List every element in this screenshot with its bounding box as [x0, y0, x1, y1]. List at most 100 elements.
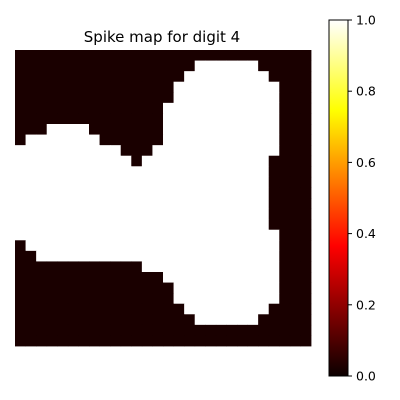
heatmap-cell — [215, 219, 227, 231]
heatmap-cell — [205, 124, 217, 135]
heatmap-cell — [78, 155, 90, 167]
heatmap-cell — [163, 71, 174, 83]
heatmap-cell — [120, 272, 132, 283]
heatmap-cell — [67, 50, 79, 61]
heatmap-cell — [57, 81, 69, 93]
heatmap-cell — [215, 314, 227, 326]
heatmap-cell — [173, 71, 185, 83]
heatmap-cell — [215, 229, 227, 241]
heatmap-cell — [226, 208, 238, 220]
heatmap-cell — [300, 250, 312, 262]
heatmap-cell — [279, 219, 291, 231]
heatmap-cell — [36, 60, 48, 72]
heatmap-cell — [131, 187, 143, 199]
heatmap-cell — [258, 282, 270, 294]
heatmap-cell — [36, 208, 48, 220]
heatmap-cell — [173, 303, 185, 315]
heatmap-cell — [152, 240, 164, 252]
heatmap-cell — [57, 187, 69, 199]
heatmap-cell — [15, 155, 26, 167]
heatmap-cell — [226, 71, 238, 83]
heatmap-cell — [184, 81, 196, 93]
heatmap-cell — [300, 166, 312, 178]
heatmap-cell — [205, 50, 217, 61]
heatmap-cell — [300, 187, 312, 199]
heatmap-cell — [46, 293, 58, 305]
heatmap-cell — [205, 208, 217, 220]
heatmap-cell — [25, 60, 37, 72]
heatmap-cell — [89, 155, 100, 167]
heatmap-cell — [120, 124, 132, 135]
heatmap-cell — [205, 198, 217, 209]
heatmap-cell — [205, 303, 217, 315]
heatmap-cell — [25, 92, 37, 104]
colorbar: 0.0 0.2 0.4 0.6 0.8 1.0 — [328, 13, 376, 384]
heatmap-cell — [131, 229, 143, 241]
heatmap-cell — [247, 324, 259, 336]
heatmap-cell — [25, 113, 37, 125]
heatmap-cell — [57, 176, 69, 188]
heatmap-cell — [226, 176, 238, 188]
heatmap-cell — [247, 155, 259, 167]
heatmap-cell — [15, 303, 26, 315]
heatmap-cell — [268, 208, 280, 220]
heatmap-cell — [141, 282, 153, 294]
heatmap-cell — [279, 272, 291, 283]
heatmap-cell — [57, 198, 69, 209]
heatmap-cell — [110, 134, 122, 146]
heatmap-cell — [184, 176, 196, 188]
heatmap-cell — [152, 134, 164, 146]
heatmap-cell — [258, 261, 270, 273]
heatmap-cell — [25, 303, 37, 315]
heatmap-cell — [184, 134, 196, 146]
heatmap-cell — [237, 335, 248, 347]
heatmap-cell — [194, 324, 206, 336]
heatmap-cell — [46, 240, 58, 252]
heatmap-cell — [141, 293, 153, 305]
heatmap-cell — [163, 134, 174, 146]
heatmap-cell — [36, 282, 48, 294]
heatmap-cell — [141, 250, 153, 262]
heatmap-cell — [247, 282, 259, 294]
heatmap-cell — [194, 176, 206, 188]
heatmap-cell — [46, 272, 58, 283]
heatmap-cell — [15, 250, 26, 262]
heatmap-cell — [258, 208, 270, 220]
heatmap-cell — [163, 92, 174, 104]
heatmap-cell — [279, 187, 291, 199]
heatmap-cell — [215, 60, 227, 72]
heatmap-cell — [226, 198, 238, 209]
heatmap-cell — [99, 60, 111, 72]
heatmap-cell — [78, 303, 90, 315]
heatmap-cell — [279, 92, 291, 104]
heatmap-cell — [258, 92, 270, 104]
heatmap-cell — [15, 124, 26, 135]
heatmap-cell — [279, 102, 291, 114]
heatmap-cell — [258, 229, 270, 241]
heatmap-cell — [89, 261, 100, 273]
heatmap-cell — [215, 303, 227, 315]
heatmap-cell — [131, 124, 143, 135]
heatmap-cell — [99, 102, 111, 114]
heatmap-cell — [110, 176, 122, 188]
heatmap-cell — [110, 155, 122, 167]
heatmap-cell — [300, 60, 312, 72]
heatmap-cell — [57, 102, 69, 114]
heatmap-cell — [89, 324, 100, 336]
heatmap-cell — [194, 240, 206, 252]
heatmap-cell — [36, 324, 48, 336]
heatmap-cell — [184, 102, 196, 114]
heatmap-cell — [289, 145, 301, 157]
heatmap-cell — [300, 314, 312, 326]
heatmap-cell — [152, 166, 164, 178]
heatmap-cell — [110, 145, 122, 157]
heatmap-cell — [237, 272, 248, 283]
heatmap-cell — [184, 229, 196, 241]
heatmap-cell — [184, 314, 196, 326]
heatmap-cell — [163, 293, 174, 305]
heatmap-cell — [279, 176, 291, 188]
heatmap-cell — [67, 102, 79, 114]
heatmap-cell — [99, 335, 111, 347]
heatmap-cell — [120, 92, 132, 104]
heatmap-cell — [99, 187, 111, 199]
